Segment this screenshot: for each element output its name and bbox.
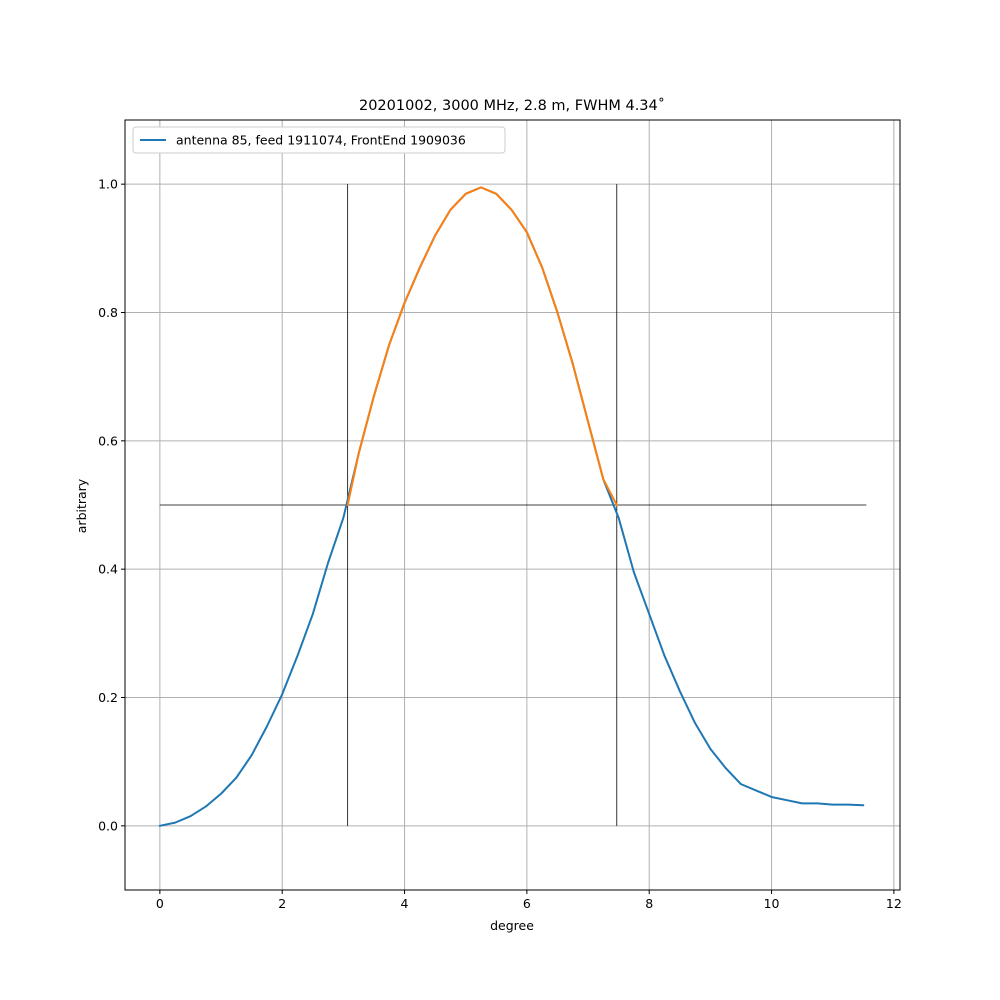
plot-frame (124, 119, 901, 891)
fwhm-highlight-line (346, 186, 618, 506)
x-tick-label: 0 (156, 896, 164, 911)
x-tick-label: 6 (523, 896, 531, 911)
legend: antenna 85, feed 1911074, FrontEnd 19090… (132, 126, 506, 154)
x-tick-label: 10 (764, 896, 780, 911)
legend-label: antenna 85, feed 1911074, FrontEnd 19090… (176, 133, 466, 148)
x-tick-label: 8 (645, 896, 653, 911)
y-tick-label: 0.2 (98, 690, 118, 705)
x-tick-label: 12 (886, 896, 902, 911)
y-axis-label: arbitrary (74, 478, 89, 533)
y-tick-label: 1.0 (98, 177, 118, 192)
x-tick-label: 2 (278, 896, 286, 911)
y-tick-label: 0.6 (98, 433, 118, 448)
y-tick-label: 0.0 (98, 818, 118, 833)
series-lines (158, 186, 865, 827)
y-axis-ticks: 0.0 0.2 0.4 0.6 0.8 1.0 (98, 177, 125, 833)
legend-box (132, 126, 506, 154)
y-tick-label: 0.8 (98, 305, 118, 320)
x-tick-label: 4 (401, 896, 409, 911)
x-axis-ticks: 0 2 4 6 8 10 12 (156, 890, 902, 911)
chart-title: 20201002, 3000 MHz, 2.8 m, FWHM 4.34˚ (359, 97, 665, 114)
x-axis-label: degree (490, 918, 534, 933)
y-tick-label: 0.4 (98, 562, 118, 577)
